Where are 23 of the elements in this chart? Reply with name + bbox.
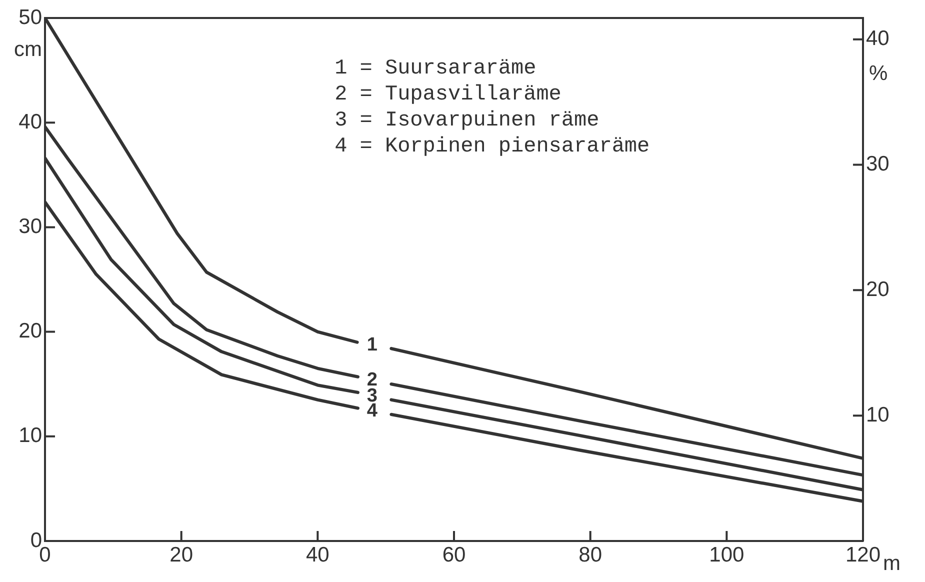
x-tick-label: 120: [845, 543, 881, 566]
annotation: 3 = Isovarpuinen räme: [334, 110, 600, 133]
y2-tick-label: 40: [866, 27, 890, 50]
y2-tick-label: 30: [866, 152, 890, 176]
x-axis-title: m: [883, 552, 900, 575]
x-tick-label: 80: [578, 543, 602, 566]
y-tick-label: 30: [18, 214, 42, 238]
x-tick-label: 100: [709, 543, 744, 566]
annotation: 1 = Suursararäme: [334, 58, 536, 81]
y-tick-label: 50: [18, 6, 42, 29]
y2-axis-title: %: [869, 62, 888, 85]
y-tick-label: 20: [18, 320, 42, 343]
annotation: 2 = Tupasvillaräme: [334, 84, 562, 107]
y-axis-title: cm: [14, 38, 42, 61]
series-label: 1: [366, 334, 378, 356]
x-tick-label: 60: [442, 543, 466, 566]
y-tick-label: 40: [18, 110, 42, 134]
annotation: 4 = Korpinen piensararäme: [334, 136, 650, 159]
x-tick-label: 20: [170, 543, 194, 566]
y2-tick-label: 10: [866, 403, 890, 426]
x-tick-label: 40: [306, 543, 330, 566]
y2-tick-label: 20: [866, 278, 890, 301]
y-tick-label: 10: [18, 424, 42, 448]
